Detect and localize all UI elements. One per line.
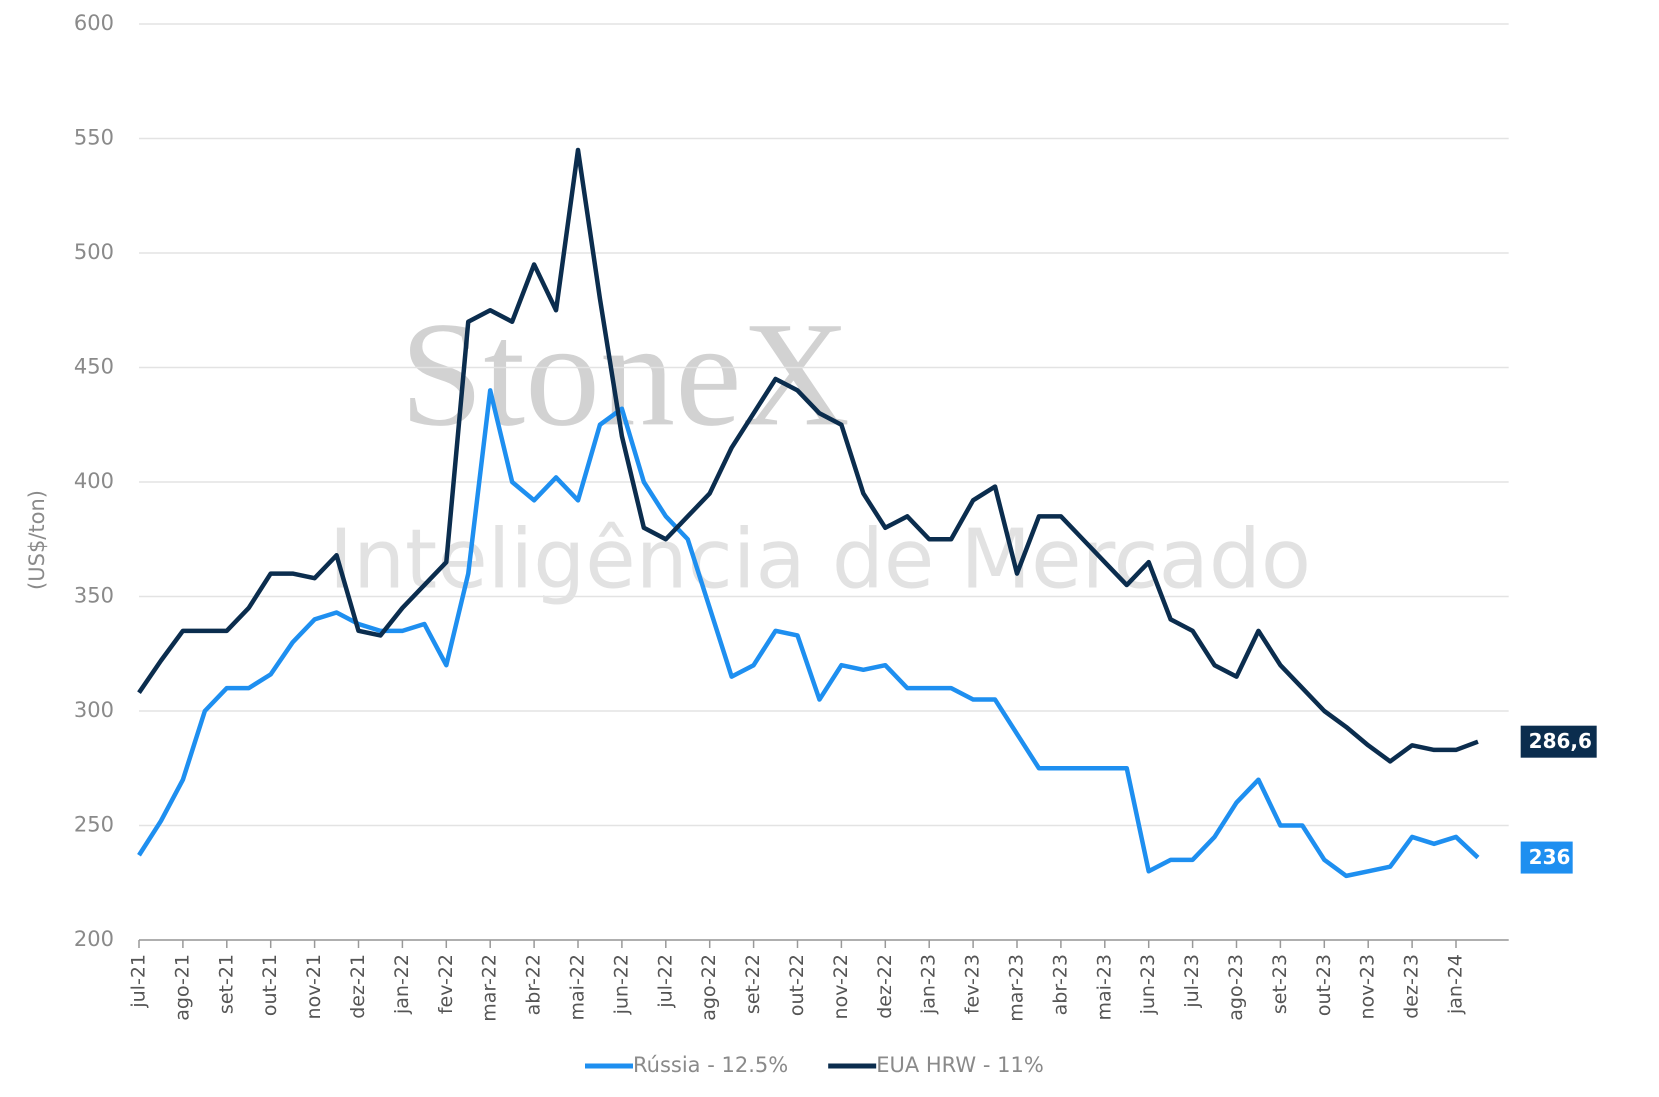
legend-label: Rússia - 12.5% <box>633 1053 788 1077</box>
x-tick-label: mai-22 <box>567 954 589 1020</box>
x-tick-label: dez-23 <box>1401 954 1423 1019</box>
x-tick-label: fev-23 <box>962 954 984 1014</box>
end-label-box <box>1520 725 1597 758</box>
series-line <box>137 147 1479 764</box>
y-tick-label: 600 <box>74 11 114 35</box>
x-tick-label: set-21 <box>215 954 237 1014</box>
x-tick-label: jul-22 <box>654 954 676 1009</box>
x-tick-label: jan-24 <box>1445 954 1467 1015</box>
y-tick-label: 300 <box>74 698 114 722</box>
x-tick-label: jan-23 <box>918 954 940 1015</box>
x-tick-label: dez-21 <box>347 954 369 1019</box>
y-tick-label: 550 <box>74 126 114 150</box>
x-tick-label: nov-23 <box>1357 954 1379 1019</box>
x-tick-label: set-23 <box>1269 954 1291 1014</box>
x-tick-label: ago-22 <box>698 954 720 1021</box>
x-tick-label: ago-21 <box>171 954 193 1021</box>
x-tick-label: ago-23 <box>1225 954 1247 1021</box>
x-tick-label: jan-22 <box>391 954 413 1015</box>
x-tick-label: mai-23 <box>1093 954 1115 1020</box>
watermark: Inteligência de Mercado <box>329 512 1311 607</box>
x-tick-label: jun-23 <box>1137 954 1159 1015</box>
x-tick-label: nov-22 <box>830 954 852 1019</box>
x-tick-label: jul-21 <box>128 954 150 1009</box>
end-label-box <box>1520 841 1573 874</box>
y-tick-label: 500 <box>74 240 114 264</box>
x-tick-label: set-22 <box>742 954 764 1014</box>
y-tick-label: 200 <box>74 927 114 951</box>
x-tick-label: out-23 <box>1313 954 1335 1016</box>
watermark: StoneX <box>400 291 850 457</box>
end-label: 236 <box>1529 845 1571 869</box>
y-tick-label: 450 <box>74 355 114 379</box>
x-tick-label: mar-22 <box>479 954 501 1022</box>
y-tick-label: 250 <box>74 813 114 837</box>
x-tick-label: fev-22 <box>435 954 457 1014</box>
x-tick-label: abr-23 <box>1049 954 1071 1015</box>
series-line <box>137 388 1480 879</box>
y-axis-label: (US$/ton) <box>25 490 49 590</box>
x-tick-label: jul-23 <box>1181 954 1203 1009</box>
x-tick-label: abr-22 <box>523 954 545 1015</box>
end-label: 286,6 <box>1529 729 1592 753</box>
x-tick-label: out-22 <box>786 954 808 1016</box>
x-tick-label: jun-22 <box>610 954 632 1015</box>
y-tick-label: 400 <box>74 469 114 493</box>
x-tick-label: nov-21 <box>303 954 325 1019</box>
legend-label: EUA HRW - 11% <box>876 1053 1044 1077</box>
x-tick-label: mar-23 <box>1006 954 1028 1022</box>
x-tick-label: dez-22 <box>874 954 896 1019</box>
y-tick-label: 350 <box>74 584 114 608</box>
x-tick-label: out-21 <box>259 954 281 1016</box>
